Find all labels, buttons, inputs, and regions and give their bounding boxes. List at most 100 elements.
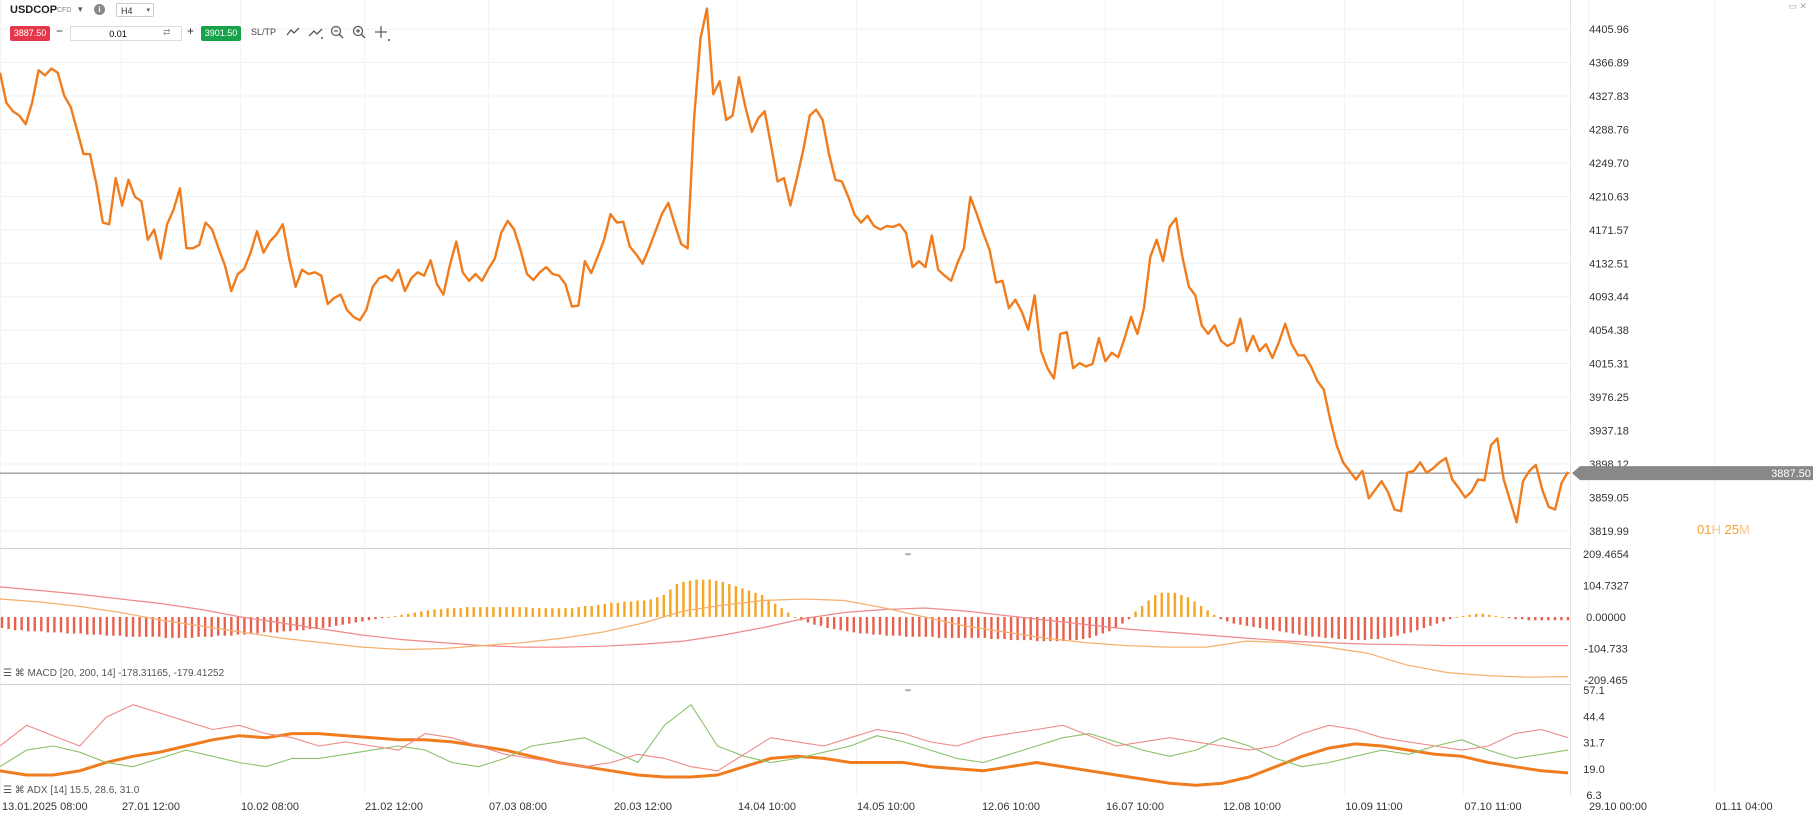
symbol-dropdown-icon[interactable]: ▾ xyxy=(78,4,83,14)
macd-histogram-bar xyxy=(931,617,934,637)
price-tick-label: 4054.38 xyxy=(1589,325,1629,337)
quantity-decrease-button[interactable]: − xyxy=(56,24,64,38)
sltp-button[interactable]: SL/TP xyxy=(251,27,277,37)
adx-tick-label: 6.3 xyxy=(1586,790,1601,802)
zoom-out-icon[interactable] xyxy=(330,25,344,39)
x-tick-label: 20.03 12:00 xyxy=(614,801,672,813)
macd-histogram-bar xyxy=(1265,617,1268,630)
macd-histogram-bar xyxy=(158,617,161,637)
x-tick-label: 16.07 10:00 xyxy=(1106,801,1164,813)
macd-histogram-bar xyxy=(524,607,528,618)
macd-histogram-bar xyxy=(1036,617,1039,642)
macd-histogram-bar xyxy=(1363,617,1367,641)
macd-histogram-bar xyxy=(1376,617,1380,640)
sell-price-button[interactable]: 3887.50 xyxy=(10,26,50,41)
macd-macd-line xyxy=(0,598,1569,678)
macd-histogram-bar xyxy=(675,584,679,618)
pane-resize-handle: ‗ xyxy=(905,681,912,691)
macd-histogram-bar xyxy=(983,617,987,638)
macd-histogram-bar xyxy=(1239,617,1242,625)
macd-histogram-bar xyxy=(118,617,122,636)
macd-histogram-bar xyxy=(7,617,10,630)
macd-tick-label: 104.7327 xyxy=(1583,581,1629,593)
macd-histogram-bar xyxy=(1488,614,1491,618)
macd-histogram-bar xyxy=(144,617,148,637)
macd-histogram-bar xyxy=(1429,617,1432,626)
macd-tick-label: 0.00000 xyxy=(1586,612,1626,624)
macd-tick-label: 209.4654 xyxy=(1583,549,1629,561)
buy-price-button[interactable]: 3901.50 xyxy=(201,26,241,41)
macd-histogram-bar xyxy=(439,609,443,618)
price-tick-label: 4249.70 xyxy=(1589,158,1629,170)
macd-histogram-bar xyxy=(1075,617,1078,641)
macd-legend: ☰ ⌘ MACD [20, 200, 14] -178.31165, -179.… xyxy=(3,668,225,679)
timeframe-value: H4 xyxy=(121,6,133,16)
crosshair-icon[interactable] xyxy=(374,25,390,41)
quantity-input[interactable] xyxy=(70,26,182,41)
macd-histogram-bar xyxy=(819,617,823,626)
macd-histogram-bar xyxy=(341,617,344,625)
macd-histogram-bar xyxy=(1350,617,1353,641)
macd-histogram-bar xyxy=(1317,617,1321,637)
macd-histogram-bar xyxy=(603,603,607,618)
macd-histogram-bar xyxy=(0,617,4,629)
macd-histogram-bar xyxy=(1147,600,1150,618)
macd-histogram-bar xyxy=(321,617,325,629)
macd-histogram-bar xyxy=(243,617,246,635)
line-chart-icon[interactable] xyxy=(286,26,300,38)
timeframe-select[interactable]: H4 ▾ xyxy=(116,3,154,17)
price-tick-label: 4015.31 xyxy=(1589,359,1629,371)
macd-histogram-bar xyxy=(269,617,272,633)
price-tick-label: 4288.76 xyxy=(1589,124,1629,136)
macd-histogram-bar xyxy=(249,617,253,634)
macd-histogram-bar xyxy=(348,617,351,624)
x-tick-label: 27.01 12:00 xyxy=(122,801,180,813)
quantity-increase-button[interactable]: + xyxy=(187,24,195,38)
macd-histogram-bar xyxy=(898,617,901,636)
macd-histogram-bar xyxy=(99,617,102,635)
macd-histogram-bar xyxy=(334,617,338,626)
macd-tick-label: -104.733 xyxy=(1584,644,1627,656)
window-controls-icon[interactable]: ▭ ✕ xyxy=(1788,1,1807,11)
drawing-icon[interactable] xyxy=(308,26,324,40)
macd-histogram-bar xyxy=(1167,592,1170,618)
adx-adx-line xyxy=(0,732,1569,787)
macd-histogram-bar xyxy=(184,617,187,638)
macd-histogram-bar xyxy=(1108,617,1111,632)
x-tick-label: 12.06 10:00 xyxy=(982,801,1040,813)
adx-di_minus-line xyxy=(0,704,1569,772)
macd-histogram-bar xyxy=(1193,601,1196,618)
countdown-minutes: 25 xyxy=(1724,522,1739,537)
x-tick-label: 14.04 10:00 xyxy=(738,801,796,813)
macd-histogram-bar xyxy=(544,608,548,618)
macd-histogram-bar xyxy=(852,617,855,633)
price-tick-label: 4327.83 xyxy=(1589,91,1629,103)
zoom-in-icon[interactable] xyxy=(352,25,366,39)
macd-tick-label: -209.465 xyxy=(1584,675,1627,687)
price-line xyxy=(0,7,1570,524)
macd-histogram-bar xyxy=(380,617,384,619)
macd-histogram-bar xyxy=(230,617,233,636)
chart-toolbar: USDCOP CFD ▾ i H4 ▾ 3887.50 − ⇄ + 3901.5… xyxy=(0,0,1813,48)
macd-histogram-bar xyxy=(570,608,574,618)
macd-histogram-bar xyxy=(53,617,56,633)
macd-histogram-bar xyxy=(957,617,960,638)
macd-histogram-bar xyxy=(452,608,456,618)
macd-histogram-bar xyxy=(1566,617,1570,621)
x-tick-label: 21.02 12:00 xyxy=(365,801,423,813)
symbol-name[interactable]: USDCOP xyxy=(10,4,58,16)
info-icon[interactable]: i xyxy=(94,4,105,15)
macd-histogram-bar xyxy=(905,617,908,637)
macd-histogram-bar xyxy=(1114,617,1118,629)
macd-histogram-bar xyxy=(767,599,770,618)
macd-histogram-bar xyxy=(295,617,299,631)
macd-histogram-bar xyxy=(944,617,947,638)
macd-histogram-bar xyxy=(734,586,738,618)
swap-icon[interactable]: ⇄ xyxy=(163,27,171,37)
macd-histogram-bar xyxy=(302,617,305,631)
macd-histogram-bar xyxy=(806,617,810,623)
macd-histogram-bar xyxy=(1212,614,1216,618)
macd-histogram-bar xyxy=(1481,613,1485,618)
macd-histogram-bar xyxy=(885,617,888,636)
